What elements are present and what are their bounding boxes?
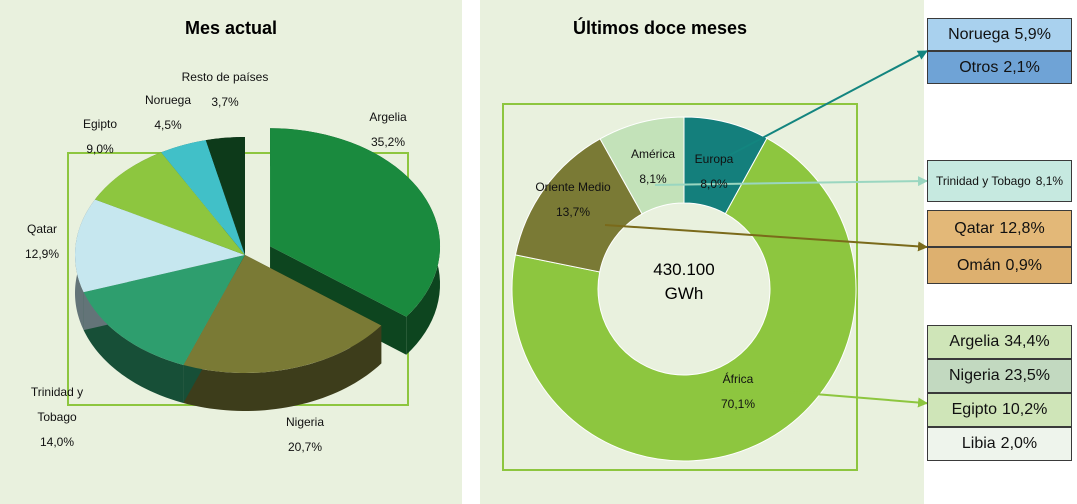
category-label: Argelia: [369, 110, 407, 124]
value-label: 9,0%: [86, 142, 114, 156]
slice-side: [183, 325, 382, 411]
chart-title: Mes actual: [184, 18, 278, 38]
value-label: 70,1%: [720, 397, 756, 411]
donut-frame: [502, 103, 858, 471]
data-label: Trinidad y Tobago 14,0%: [22, 380, 92, 455]
callout-arrow: [789, 391, 928, 408]
category-label: Europa: [694, 152, 734, 166]
breakdown-value: 12,8%: [999, 219, 1045, 237]
breakdown-box: Nigeria 23,5%: [927, 359, 1072, 393]
breakdown-name: Libia: [961, 435, 996, 452]
breakdown-box: Otros 2,1%: [927, 51, 1072, 84]
donut-segment: [599, 116, 685, 215]
value-label: 35,2%: [370, 135, 406, 149]
data-label: África 70,1%: [708, 367, 768, 417]
value-label: 4,5%: [154, 118, 182, 132]
breakdown-value: 23,5%: [1004, 367, 1051, 384]
pie-slice: [74, 199, 245, 293]
category-label: Trinidad y Tobago: [30, 385, 84, 424]
breakdown-value: 2,1%: [1003, 58, 1040, 76]
value-label: 3,7%: [211, 95, 239, 109]
callout-arrow: [654, 176, 928, 187]
data-label: Resto de países 3,7%: [170, 65, 280, 115]
data-label: Argelia 35,2%: [338, 105, 438, 155]
chart-title: Últimos doce meses: [572, 18, 748, 38]
breakdown-name: Argelia: [949, 333, 1000, 350]
breakdown-name: Otros: [959, 58, 999, 76]
breakdown-value: 8,1%: [1035, 174, 1064, 188]
category-label: África: [722, 372, 754, 386]
breakdown-name: Trinidad y Tobago: [935, 174, 1031, 188]
value-label: 12,9%: [24, 247, 60, 261]
data-label: Qatar 12,9%: [12, 217, 72, 267]
category-label: Egipto: [82, 117, 118, 131]
breakdown-value: 5,9%: [1014, 25, 1051, 43]
breakdown-name: Omán: [956, 256, 1001, 274]
data-label: Oriente Medio 13,7%: [518, 175, 628, 225]
breakdown-box: Noruega 5,9%: [927, 18, 1072, 51]
data-label: Egipto 9,0%: [60, 112, 140, 162]
breakdown-name: Nigeria: [948, 367, 1000, 384]
value-label: 14,0%: [39, 435, 75, 449]
category-label: Nigeria: [285, 415, 324, 429]
breakdown-name: Noruega: [948, 25, 1010, 43]
pie-slice: [270, 128, 441, 317]
value-label: 20,7%: [287, 440, 323, 454]
pie-slice: [205, 137, 245, 255]
data-label: Noruega 4,5%: [128, 88, 208, 138]
center-label: 430.100 GWh: [653, 260, 715, 303]
value-label: 13,7%: [555, 205, 591, 219]
slice-side: [83, 292, 184, 403]
value-label: 8,1%: [639, 172, 667, 186]
data-label: América 8,1%: [618, 142, 688, 192]
breakdown-box: Argelia 34,4%: [927, 325, 1072, 359]
callout-arrow: [729, 50, 928, 156]
donut-segment: [511, 137, 857, 462]
breakdown-name: Egipto: [951, 401, 997, 418]
category-label: Oriente Medio: [535, 180, 611, 194]
pie-slice: [95, 152, 245, 255]
pie-slice: [161, 140, 245, 255]
pie-slice: [183, 255, 382, 373]
breakdown-box: Omán 0,9%: [927, 247, 1072, 284]
breakdown-box: Egipto 10,2%: [927, 393, 1072, 427]
value-label: 8,0%: [700, 177, 728, 191]
breakdown-box: Trinidad y Tobago 8,1%: [927, 160, 1072, 202]
data-label: Europa 8,0%: [684, 147, 744, 197]
category-label: Noruega: [144, 93, 192, 107]
category-label: Resto de países: [181, 70, 269, 84]
callout-arrow: [604, 224, 928, 252]
breakdown-value: 10,2%: [1002, 401, 1048, 418]
breakdown-box: Libia 2,0%: [927, 427, 1072, 461]
breakdown-value: 2,0%: [1000, 435, 1038, 452]
breakdown-value: 0,9%: [1005, 256, 1043, 274]
breakdown-box: Qatar 12,8%: [927, 210, 1072, 247]
breakdown-name: Qatar: [954, 219, 995, 237]
category-label: América: [630, 147, 675, 161]
category-label: Qatar: [26, 222, 57, 236]
breakdown-value: 34,4%: [1004, 333, 1050, 350]
pie-slice: [83, 255, 245, 365]
data-label: Nigeria 20,7%: [255, 410, 355, 460]
